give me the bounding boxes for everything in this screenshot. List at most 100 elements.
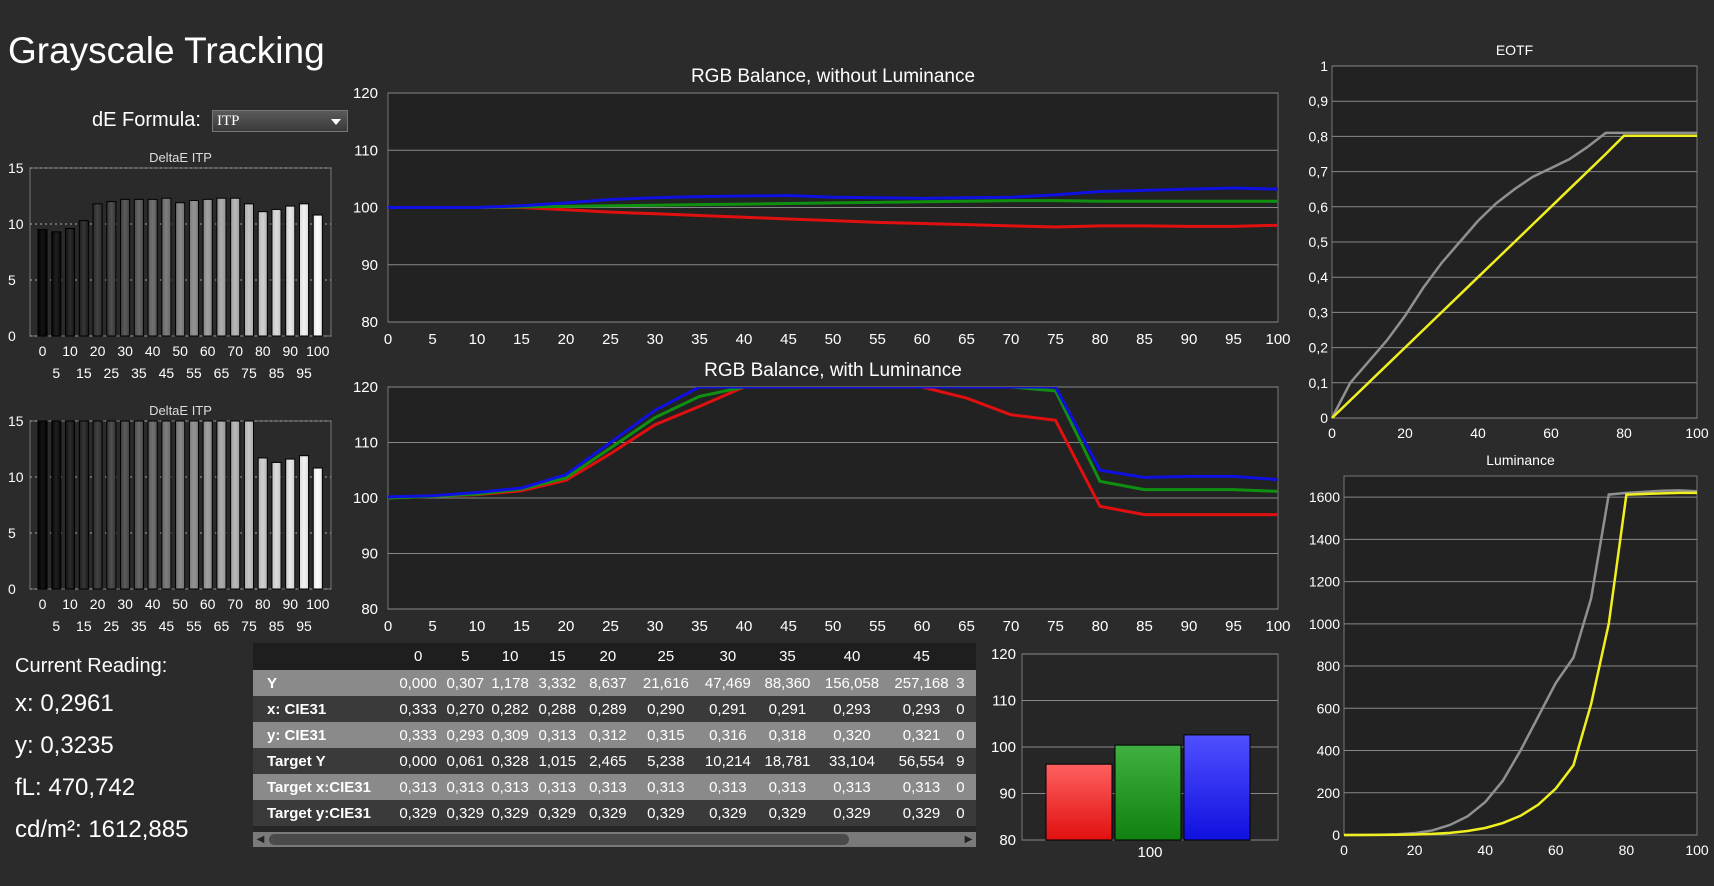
x-tick-label: 100 [306, 596, 330, 612]
y-tick-label: 80 [999, 832, 1016, 849]
chart-title: DeltaE ITP [149, 150, 212, 165]
scrollbar-thumb[interactable] [269, 834, 849, 845]
table-cell: 0,333 [393, 696, 443, 722]
table-row[interactable]: Y 0,000 0,307 1,178 3,332 8,637 21,616 47,469 88… [253, 670, 976, 696]
table-cell: 33,104 [817, 748, 887, 774]
x-tick-label: 15 [513, 618, 530, 635]
x-tick-label: 80 [255, 343, 271, 359]
table-cell: 0,290 [633, 696, 699, 722]
table-cell: 0,316 [698, 722, 758, 748]
table-cell: 0,321 [886, 722, 957, 748]
deltae-bar [133, 198, 144, 337]
table-row[interactable]: y: CIE31 0,333 0,293 0,309 0,313 0,312 0,315 0,… [253, 722, 976, 748]
deltae-bar [147, 420, 158, 590]
table-cell: 0,329 [442, 800, 488, 826]
x-tick-label: 0 [1340, 842, 1348, 858]
table-cell: 0,333 [393, 722, 443, 748]
measurement-table[interactable]: 0 5 10 15 20 25 30 35 40 45 Y 0,000 0,307 1,178 3,332… [253, 643, 976, 847]
table-cell: 0,320 [817, 722, 887, 748]
reading-cdm2: cd/m²: 1612,885 [15, 816, 189, 843]
series-line-red [388, 387, 1278, 517]
chart-title: EOTF [1496, 42, 1533, 58]
table-column-header: 30 [698, 643, 758, 670]
y-tick-label: 100 [353, 490, 378, 507]
y-tick-label: 200 [1317, 785, 1341, 801]
y-tick-label: 5 [8, 272, 16, 288]
table-cell: 0,293 [817, 696, 887, 722]
x-tick-label: 70 [227, 596, 243, 612]
x-tick-label: 30 [117, 596, 133, 612]
x-tick-label: 0 [384, 618, 392, 635]
table-horizontal-scrollbar[interactable]: ◀ ▶ [253, 832, 976, 847]
deltae-bar [298, 203, 310, 337]
reading-fl: fL: 470,742 [15, 774, 136, 801]
x-tick-label: 55 [186, 618, 202, 634]
table-cell: 47,469 [698, 670, 758, 696]
x-tick-label: 75 [241, 365, 257, 381]
current-bar-green [1114, 744, 1182, 841]
table-column-header: 5 [442, 643, 488, 670]
x-tick-label: 85 [269, 618, 285, 634]
x-tick-label: 55 [186, 365, 202, 381]
y-tick-label: 0,6 [1309, 199, 1329, 215]
x-tick-label: 20 [90, 343, 106, 359]
table-cell: 156,058 [817, 670, 887, 696]
x-tick-label: 25 [104, 618, 120, 634]
scroll-right-icon[interactable]: ▶ [964, 834, 973, 845]
y-tick-label: 1 [1320, 58, 1328, 74]
deltae-bar [271, 461, 282, 590]
table-column-header: 45 [886, 643, 957, 670]
deltae-bar [51, 231, 62, 337]
x-tick-label: 85 [1136, 331, 1153, 348]
x-tick-label: 15 [76, 365, 92, 381]
x-tick-label: 50 [172, 596, 188, 612]
x-tick-label: 90 [282, 343, 298, 359]
x-tick-label: 40 [145, 343, 161, 359]
x-tick-label: 100 [1137, 844, 1162, 861]
table-cell: 0,329 [633, 800, 699, 826]
x-tick-label: 20 [90, 596, 106, 612]
deltae-bar [188, 199, 199, 337]
table-row[interactable]: Target x:CIE31 0,313 0,313 0,313 0,313 0,313 0… [253, 774, 976, 800]
x-tick-label: 60 [914, 618, 931, 635]
scroll-left-icon[interactable]: ◀ [256, 834, 265, 845]
table-cell: 0,293 [886, 696, 957, 722]
x-tick-label: 25 [602, 331, 619, 348]
table-cell: 0,309 [487, 722, 533, 748]
x-tick-label: 50 [825, 618, 842, 635]
table-cell: 0,329 [817, 800, 887, 826]
y-tick-label: 10 [8, 216, 24, 232]
x-tick-label: 85 [269, 365, 285, 381]
deltae-bar [175, 202, 186, 337]
de-formula-select[interactable]: ITP [212, 110, 348, 132]
table-cell-overflow: 0 [956, 722, 976, 748]
current-reading-header: Current Reading: [15, 655, 168, 677]
chart-title: DeltaE ITP [149, 403, 212, 418]
table-cell: 0,291 [757, 696, 818, 722]
x-tick-label: 60 [200, 596, 216, 612]
table-cell: 0,328 [487, 748, 533, 774]
table-cell: 10,214 [698, 748, 758, 774]
y-tick-label: 0 [8, 328, 16, 344]
chart-title: RGB Balance, without Luminance [691, 66, 975, 87]
table-row-label: Target y:CIE31 [253, 800, 394, 826]
table-cell: 0,318 [757, 722, 818, 748]
table-row-label: x: CIE31 [253, 696, 394, 722]
table-cell: 0,293 [442, 722, 488, 748]
table-row[interactable]: Target y:CIE31 0,329 0,329 0,329 0,329 0,329 0… [253, 800, 976, 826]
x-tick-label: 100 [1685, 842, 1709, 858]
x-tick-label: 50 [172, 343, 188, 359]
table-row[interactable]: x: CIE31 0,333 0,270 0,282 0,288 0,289 0,290 0,… [253, 696, 976, 722]
table-row[interactable]: Target Y 0,000 0,061 0,328 1,015 2,465 5,238 10… [253, 748, 976, 774]
y-tick-label: 0 [8, 581, 16, 597]
deltae-bar [78, 420, 89, 590]
table-row-label: Y [253, 670, 394, 696]
y-tick-label: 0 [1332, 827, 1340, 843]
table-cell: 0,313 [886, 774, 957, 800]
x-tick-label: 100 [1685, 425, 1709, 441]
table-cell: 8,637 [582, 670, 634, 696]
chart-title: RGB Balance, with Luminance [704, 360, 962, 381]
table-column-header: 0 [393, 643, 443, 670]
x-tick-label: 45 [780, 331, 797, 348]
table-column-header: 10 [487, 643, 533, 670]
